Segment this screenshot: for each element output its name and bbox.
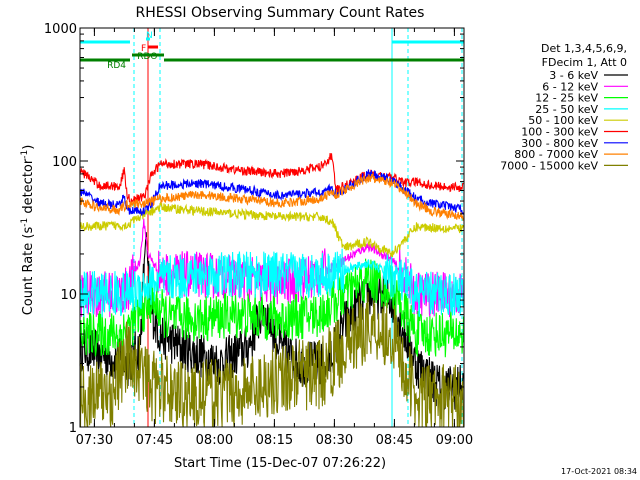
x-tick-label-1: 07:45 [136, 433, 173, 448]
y-tick-label-0: 1 [69, 421, 77, 436]
series-line-6 [79, 169, 465, 216]
x-tick-label-5: 08:45 [376, 433, 413, 448]
x-tick-label-3: 08:15 [256, 433, 293, 448]
series-line-5 [79, 152, 464, 204]
generation-timestamp: 17-Oct-2021 08:34 [561, 467, 637, 476]
legend-label-6: 300 - 800 keV [521, 137, 598, 150]
state-bar-label-1: RD4 [107, 61, 126, 71]
series-line-2 [79, 258, 465, 358]
x-tick-label-0: 07:30 [76, 433, 113, 448]
y-axis-label: Count Rate (s-1 detector-1) [20, 145, 36, 316]
plot-frame [79, 27, 465, 428]
legend-label-4: 50 - 100 keV [528, 114, 598, 127]
series-line-7 [79, 172, 465, 221]
x-tick-label-6: 09:00 [436, 433, 473, 448]
x-axis-label: Start Time (15-Dec-07 07:26:22) [174, 456, 386, 471]
legend-label-8: 7000 - 15000 keV [500, 159, 598, 172]
y-tick-label-3: 1000 [44, 22, 77, 37]
legend-header-line-1: Det 1,3,4,5,6,9, [541, 42, 627, 55]
legend-label-2: 12 - 25 keV [535, 92, 598, 105]
series-line-4 [79, 200, 465, 258]
state-bar-label-3: F [141, 44, 146, 54]
legend-label-5: 100 - 300 keV [521, 126, 598, 139]
legend-label-1: 6 - 12 keV [542, 80, 598, 93]
x-tick-label-4: 08:30 [316, 433, 353, 448]
state-bar-label-4: RDO [137, 52, 157, 62]
y-tick-label-1: 10 [60, 288, 77, 303]
series-line-8 [79, 292, 465, 428]
chart-title: RHESSI Observing Summary Count Rates [136, 5, 425, 21]
series-line-3 [79, 248, 464, 318]
y-tick-label-2: 100 [52, 155, 77, 170]
x-tick-label-2: 08:00 [196, 433, 233, 448]
legend-header-line-2: FDecim 1, Att 0 [542, 56, 627, 69]
legend-label-0: 3 - 6 keV [549, 69, 598, 82]
state-bar-label-2: N [146, 31, 153, 41]
legend: Det 1,3,4,5,6,9, FDecim 1, Att 0 3 - 6 k… [500, 42, 628, 172]
legend-label-3: 25 - 50 keV [535, 103, 598, 116]
legend-label-7: 800 - 7000 keV [514, 148, 598, 161]
